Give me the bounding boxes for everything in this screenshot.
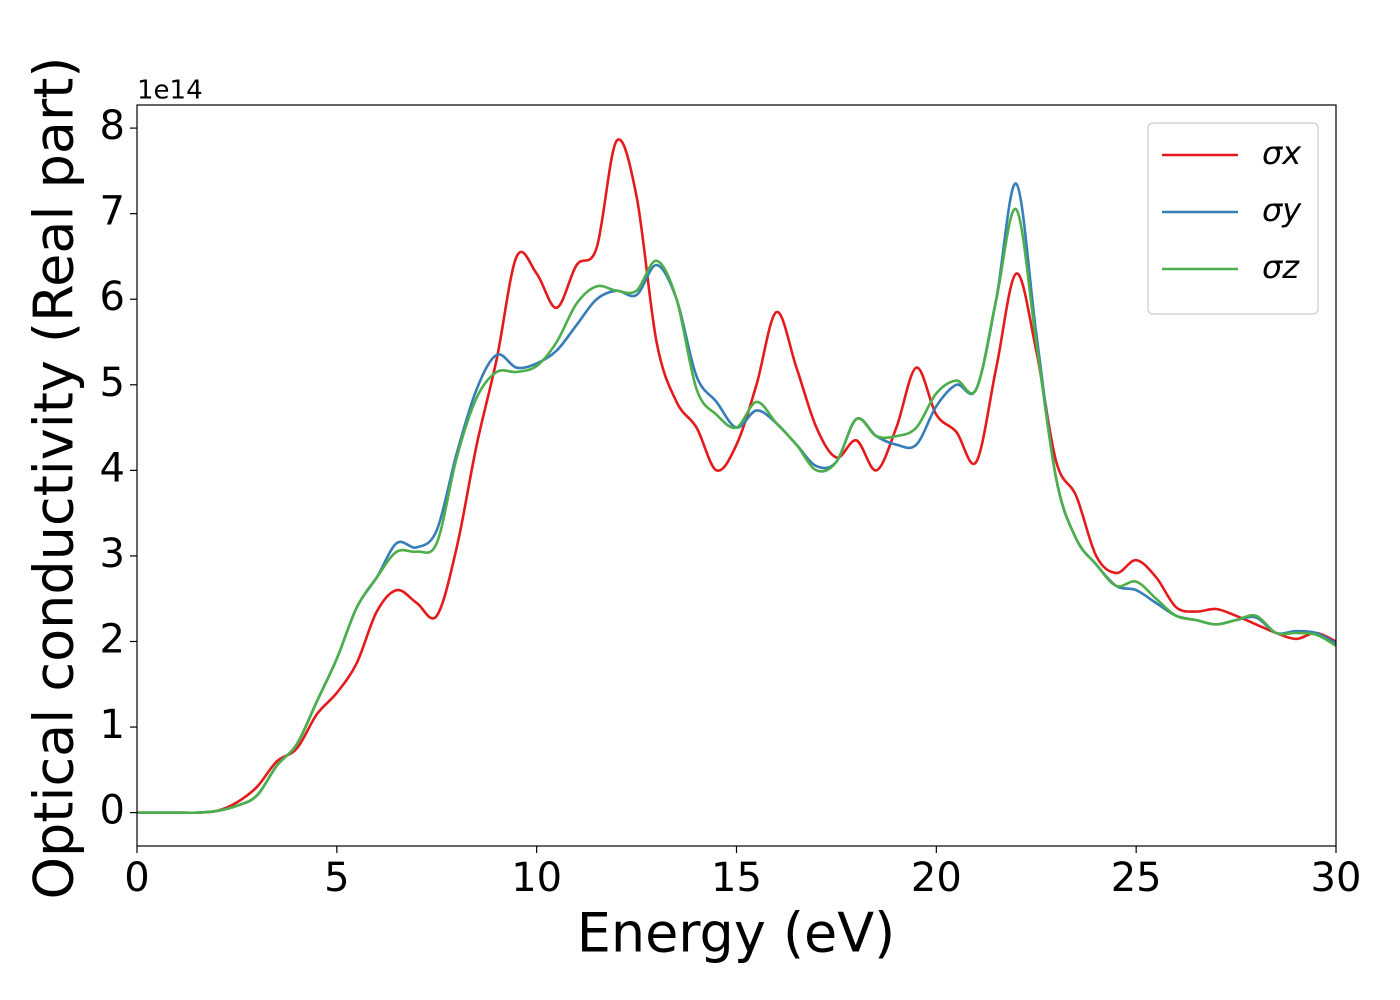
y-axis-label: Optical conductivity (Real part) (23, 57, 86, 900)
x-tick-label: 30 (1311, 855, 1362, 901)
y-tick-label: 0 (100, 788, 125, 834)
y-tick-label: 5 (100, 360, 125, 406)
x-tick-label: 15 (711, 855, 762, 901)
y-tick-label: 2 (100, 616, 125, 662)
legend-label: σx (1262, 134, 1302, 172)
y-tick-label: 3 (100, 531, 125, 577)
x-tick-label: 0 (124, 855, 149, 901)
y-tick-label: 4 (100, 445, 125, 491)
legend-label: σz (1262, 248, 1300, 286)
legend-label: σy (1262, 191, 1302, 229)
y-tick-label: 1 (100, 702, 125, 748)
y-offset-label: 1e14 (137, 76, 203, 106)
x-tick-label: 20 (911, 855, 962, 901)
x-tick-label: 10 (511, 855, 562, 901)
legend-box (1147, 122, 1319, 315)
y-tick-label: 7 (100, 189, 125, 235)
series-line (137, 138, 1336, 815)
x-tick-label: 25 (1111, 855, 1162, 901)
x-tick-label: 5 (324, 855, 349, 901)
plot-frame (136, 104, 1337, 847)
y-tick-label: 6 (100, 274, 125, 320)
y-tick-label: 8 (100, 103, 125, 149)
x-axis-label: Energy (eV) (577, 902, 896, 965)
series-line (137, 207, 1336, 815)
